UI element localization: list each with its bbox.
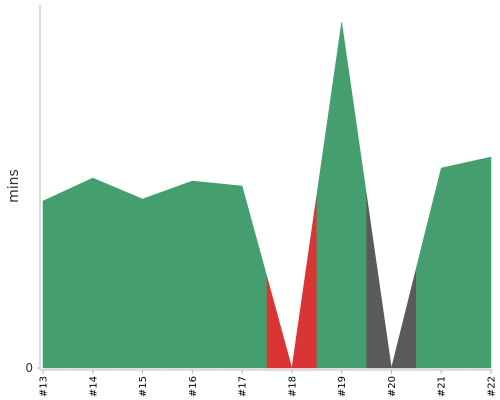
- x-tick-label: #19: [337, 376, 348, 397]
- y-axis-label: mins: [6, 169, 22, 203]
- x-tick-label: #18: [287, 376, 298, 397]
- area-segment: [167, 180, 218, 369]
- area-segment: [316, 21, 367, 369]
- x-tick-label: #20: [387, 376, 398, 397]
- x-tick-label: #13: [39, 376, 50, 397]
- x-tick-label: #21: [437, 376, 448, 397]
- area-segment: [67, 177, 118, 369]
- x-tick-label: #17: [238, 376, 249, 397]
- x-tick-label: #16: [188, 376, 199, 397]
- x-tick-label: #15: [138, 376, 149, 397]
- area-segment: [216, 183, 268, 369]
- area-segment: [465, 156, 492, 369]
- area-segment: [117, 188, 168, 369]
- area-group: [42, 21, 492, 369]
- area-segment: [366, 194, 417, 369]
- x-tick-label: #14: [88, 376, 99, 397]
- area-segment: [416, 162, 467, 369]
- y-tick-label: 0: [25, 361, 33, 375]
- area-segment: [42, 189, 69, 369]
- x-tick-label: #22: [487, 376, 498, 397]
- area-segment: [266, 194, 318, 369]
